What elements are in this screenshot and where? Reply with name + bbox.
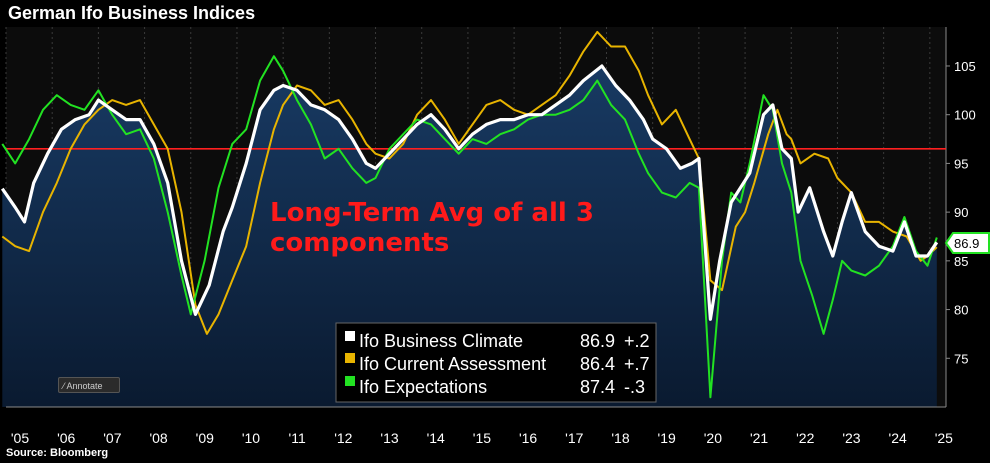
x-tick-label: '23 — [842, 430, 860, 446]
x-tick-label: '21 — [750, 430, 768, 446]
y-tick-label: 80 — [954, 303, 968, 318]
legend: Ifo Business Climate 86.9 +.2 Ifo Curren… — [335, 322, 657, 403]
x-tick-label: '08 — [149, 430, 167, 446]
legend-change-current-assessment: +.7 — [624, 354, 650, 374]
y-tick-label: 85 — [954, 254, 968, 269]
y-tick-label: 90 — [954, 205, 968, 220]
x-tick-label: '15 — [473, 430, 491, 446]
x-tick-label: '22 — [796, 430, 814, 446]
x-tick-label: '11 — [289, 430, 306, 446]
legend-value-business-climate: 86.9 — [580, 331, 615, 351]
legend-swatch-business-climate — [345, 331, 355, 341]
pencil-icon: ⁄ — [63, 381, 65, 391]
x-tick-label: '24 — [889, 430, 907, 446]
y-tick-label: 75 — [954, 351, 968, 366]
y-tick-label: 95 — [954, 156, 968, 171]
annotate-label: Annotate — [66, 381, 103, 391]
series-line-business-climate — [0, 64, 939, 321]
x-tick-label: '12 — [334, 430, 352, 446]
x-tick-label: '13 — [380, 430, 398, 446]
x-axis-ticks: '05 '06 '07 '08 '09 '10 '11 '12 '13 '14 '15 '16 '17 '… — [11, 430, 953, 446]
x-tick-label: '07 — [103, 430, 121, 446]
last-value-badge: 86.9 — [944, 232, 990, 254]
legend-label-business-climate: Ifo Business Climate — [359, 331, 523, 351]
y-tick-label: 105 — [954, 59, 976, 74]
legend-value-expectations: 87.4 — [580, 377, 615, 397]
legend-label-current-assessment: Ifo Current Assessment — [359, 354, 546, 374]
annotate-button[interactable]: ⁄ Annotate — [58, 377, 120, 393]
x-tick-label: '14 — [427, 430, 445, 446]
source-note: Source: Bloomberg — [6, 447, 109, 459]
last-value-label: 86.9 — [954, 236, 979, 251]
business-climate-area — [2, 66, 937, 407]
x-tick-label: '25 — [935, 430, 953, 446]
x-tick-label: '17 — [565, 430, 583, 446]
legend-box — [335, 322, 657, 403]
annotation-line-1: Long-Term Avg of all 3 — [270, 198, 594, 228]
legend-swatch-current-assessment — [345, 353, 355, 363]
x-tick-label: '09 — [196, 430, 214, 446]
y-tick-label: 100 — [954, 108, 976, 123]
series-line-expectations — [1, 55, 938, 399]
x-tick-label: '16 — [519, 430, 537, 446]
x-tick-label: '19 — [658, 430, 676, 446]
x-tick-label: '18 — [611, 430, 629, 446]
legend-label-expectations: Ifo Expectations — [359, 377, 487, 397]
legend-change-business-climate: +.2 — [624, 331, 650, 351]
x-tick-label: '20 — [704, 430, 722, 446]
x-tick-label: '06 — [57, 430, 75, 446]
legend-change-expectations: -.3 — [624, 377, 645, 397]
x-tick-label: '05 — [11, 430, 29, 446]
series-line-current-assessment — [1, 30, 938, 335]
y-axis-ticks: 75 80 85 90 95 100 105 — [946, 59, 976, 366]
legend-swatch-expectations — [345, 376, 355, 386]
annotation-line-2: components — [270, 228, 449, 258]
legend-value-current-assessment: 86.4 — [580, 354, 615, 374]
page-title: German Ifo Business Indices — [8, 3, 256, 23]
x-tick-label: '10 — [242, 430, 260, 446]
last-value-badge-shape — [944, 232, 990, 254]
